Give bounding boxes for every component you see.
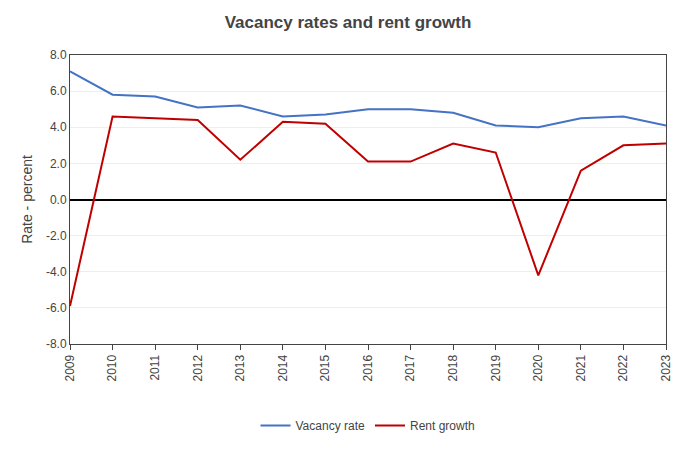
svg-text:Rate - percent: Rate - percent [19,155,35,244]
svg-text:2023: 2023 [659,354,673,381]
svg-text:2013: 2013 [233,354,247,381]
svg-text:2011: 2011 [148,354,162,380]
svg-text:2018: 2018 [446,354,460,381]
svg-text:-6.0: -6.0 [46,301,67,315]
svg-text:2017: 2017 [403,354,417,381]
svg-text:2012: 2012 [191,354,205,381]
svg-text:-2.0: -2.0 [46,229,67,243]
svg-text:Vacancy rates and rent growth: Vacancy rates and rent growth [225,13,472,32]
svg-text:2020: 2020 [531,354,545,381]
svg-text:-4.0: -4.0 [46,265,67,279]
svg-text:Vacancy rate: Vacancy rate [296,419,365,433]
svg-text:2015: 2015 [318,354,332,381]
svg-text:2019: 2019 [489,354,503,381]
svg-text:2010: 2010 [105,354,119,381]
svg-text:4.0: 4.0 [50,120,67,134]
svg-text:2014: 2014 [276,354,290,381]
svg-text:2022: 2022 [616,354,630,381]
svg-text:2016: 2016 [361,354,375,381]
svg-text:Rent growth: Rent growth [410,419,475,433]
svg-text:2009: 2009 [63,354,77,381]
svg-text:8.0: 8.0 [50,48,67,62]
svg-text:2.0: 2.0 [50,157,67,171]
svg-text:6.0: 6.0 [50,84,67,98]
svg-text:-8.0: -8.0 [46,337,67,351]
svg-text:2021: 2021 [574,354,588,381]
svg-text:0.0: 0.0 [50,193,67,207]
